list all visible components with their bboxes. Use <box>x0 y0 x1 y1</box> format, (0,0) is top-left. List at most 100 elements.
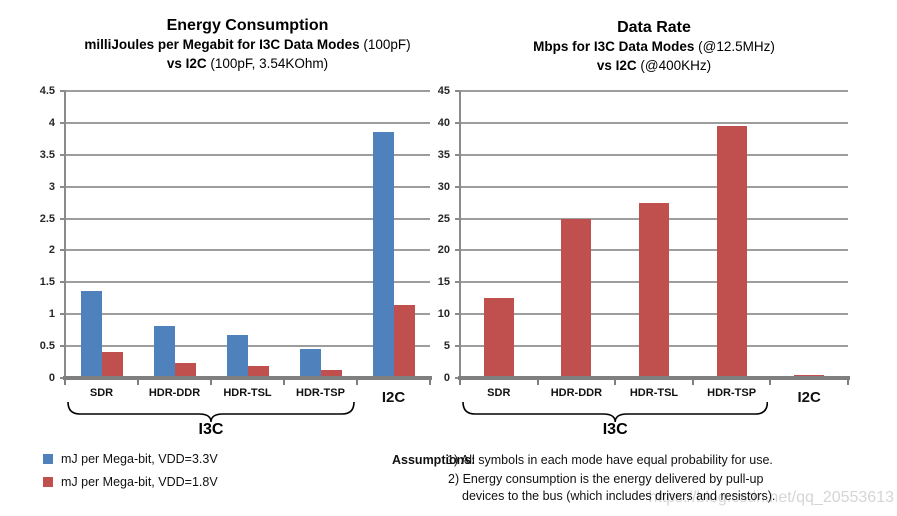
x-axis-tick <box>614 380 617 385</box>
gridline <box>460 121 848 124</box>
bar-sdr-s0 <box>80 291 102 378</box>
y-axis-tick <box>60 90 65 92</box>
y-axis-tick <box>455 345 460 348</box>
title-segment: Data Rate <box>617 19 691 36</box>
category-label-hdr-ddr: HDR-DDR <box>148 387 201 399</box>
chart-title-line: vs I2C (100pF, 3.54KOhm) <box>33 54 463 73</box>
y-tick-label: 10 <box>437 308 450 321</box>
category-label-sdr: SDR <box>487 387 511 399</box>
gridline <box>460 90 848 92</box>
bar-hdr-tsp-s1 <box>320 369 342 378</box>
bar-hdr-tsl-s1 <box>247 365 269 378</box>
gridline <box>65 345 430 348</box>
gridline <box>65 153 430 156</box>
x-axis-tick <box>429 380 431 385</box>
y-axis-tick <box>60 217 65 220</box>
gridline <box>65 281 430 284</box>
category-label-hdr-tsp: HDR-TSP <box>296 387 345 399</box>
legend-swatch-0 <box>43 454 53 464</box>
y-tick-label: 40 <box>437 116 450 129</box>
category-label-sdr: SDR <box>89 387 114 399</box>
title-segment: vs I2C <box>166 56 207 71</box>
y-axis-tick <box>60 345 65 348</box>
x-axis-tick <box>283 380 285 385</box>
y-axis-tick <box>455 90 460 92</box>
brace-path <box>462 401 769 423</box>
bar-hdr-tsl-s0 <box>226 335 248 378</box>
x-axis-tick <box>459 380 461 385</box>
gridline <box>65 121 430 124</box>
x-axis-tick <box>64 380 66 385</box>
brace-label-i3c: I3C <box>602 421 628 438</box>
y-axis-tick <box>60 121 65 124</box>
title-segment: (@12.5MHz) <box>694 39 775 54</box>
y-axis-line <box>64 91 66 378</box>
chart-title-line: Energy Consumption <box>33 16 463 35</box>
legend-label-0: mJ per Mega-bit, VDD=3.3V <box>61 452 218 466</box>
chart-title: Data Rate Mbps for I3C Data Modes (@12.5M… <box>439 18 869 75</box>
bar-hdr-tsl-s0 <box>639 202 669 378</box>
gridline <box>65 249 430 252</box>
y-tick-label: 45 <box>437 85 450 97</box>
y-axis-tick <box>60 313 65 316</box>
legend-item-0: mJ per Mega-bit, VDD=3.3V <box>43 452 218 466</box>
y-axis-tick <box>60 249 65 252</box>
y-axis-tick <box>60 377 65 379</box>
legend-label-1: mJ per Mega-bit, VDD=1.8V <box>61 475 218 489</box>
category-label-i2c: I2C <box>381 389 406 406</box>
y-tick-label: 1.5 <box>39 276 55 289</box>
assumptions-label: Assumptions: <box>392 453 476 467</box>
legend-swatch-1 <box>43 477 53 487</box>
assumption-line-3: devices to the bus (which includes drive… <box>462 489 776 503</box>
y-tick-label: 1 <box>48 308 55 321</box>
gridline <box>65 185 430 188</box>
gridline <box>65 90 430 92</box>
y-tick-label: 5 <box>443 340 450 353</box>
y-axis-tick <box>455 313 460 316</box>
y-tick-label: 20 <box>437 244 450 257</box>
gridline <box>460 153 848 156</box>
y-tick-label: 0 <box>443 372 450 384</box>
legend-item-1: mJ per Mega-bit, VDD=1.8V <box>43 475 218 489</box>
y-axis-tick <box>455 281 460 284</box>
category-label-hdr-tsp: HDR-TSP <box>707 387 757 399</box>
bar-hdr-ddr-s0 <box>153 326 175 378</box>
category-label-i2c: I2C <box>797 389 821 406</box>
y-axis-tick <box>455 217 460 220</box>
brace-label-i3c: I3C <box>198 421 224 438</box>
y-tick-label: 0.5 <box>39 340 55 353</box>
category-label-hdr-tsl: HDR-TSL <box>629 387 679 399</box>
x-axis-tick <box>210 380 212 385</box>
y-tick-label: 35 <box>437 148 450 161</box>
chart-title-line: milliJoules per Megabit for I3C Data Mod… <box>33 35 463 54</box>
y-tick-label: 3.5 <box>39 148 55 161</box>
assumption-line-1: 1) All symbols in each mode have equal p… <box>447 453 773 467</box>
y-tick-label: 30 <box>437 180 450 193</box>
chart-title: Energy Consumption milliJoules per Megabi… <box>33 16 463 73</box>
y-axis-tick <box>455 185 460 188</box>
bar-i2c-s0 <box>372 132 394 378</box>
gridline <box>460 185 848 188</box>
title-segment: (100pF) <box>359 37 411 52</box>
bar-hdr-tsp-s0 <box>716 126 747 378</box>
x-axis-line <box>458 376 850 380</box>
brace-path <box>67 401 355 423</box>
bar-hdr-ddr-s1 <box>174 362 196 378</box>
y-axis-tick <box>60 185 65 188</box>
y-axis-tick <box>455 377 460 379</box>
bar-sdr-s0 <box>483 298 514 378</box>
x-axis-tick <box>691 380 694 385</box>
x-axis-tick <box>536 380 539 385</box>
category-label-hdr-tsl: HDR-TSL <box>223 387 272 399</box>
y-tick-label: 15 <box>437 276 450 289</box>
chart-title-line: Data Rate <box>439 18 869 37</box>
category-label-hdr-ddr: HDR-DDR <box>550 387 603 399</box>
x-axis-tick <box>356 380 358 385</box>
chart-title-line: vs I2C (@400KHz) <box>439 56 869 75</box>
title-segment: vs I2C <box>596 58 637 73</box>
chart-title-line: Mbps for I3C Data Modes (@12.5MHz) <box>439 37 869 56</box>
x-axis-tick <box>847 380 849 385</box>
y-axis-line <box>459 91 461 378</box>
bar-sdr-s1 <box>101 352 123 378</box>
